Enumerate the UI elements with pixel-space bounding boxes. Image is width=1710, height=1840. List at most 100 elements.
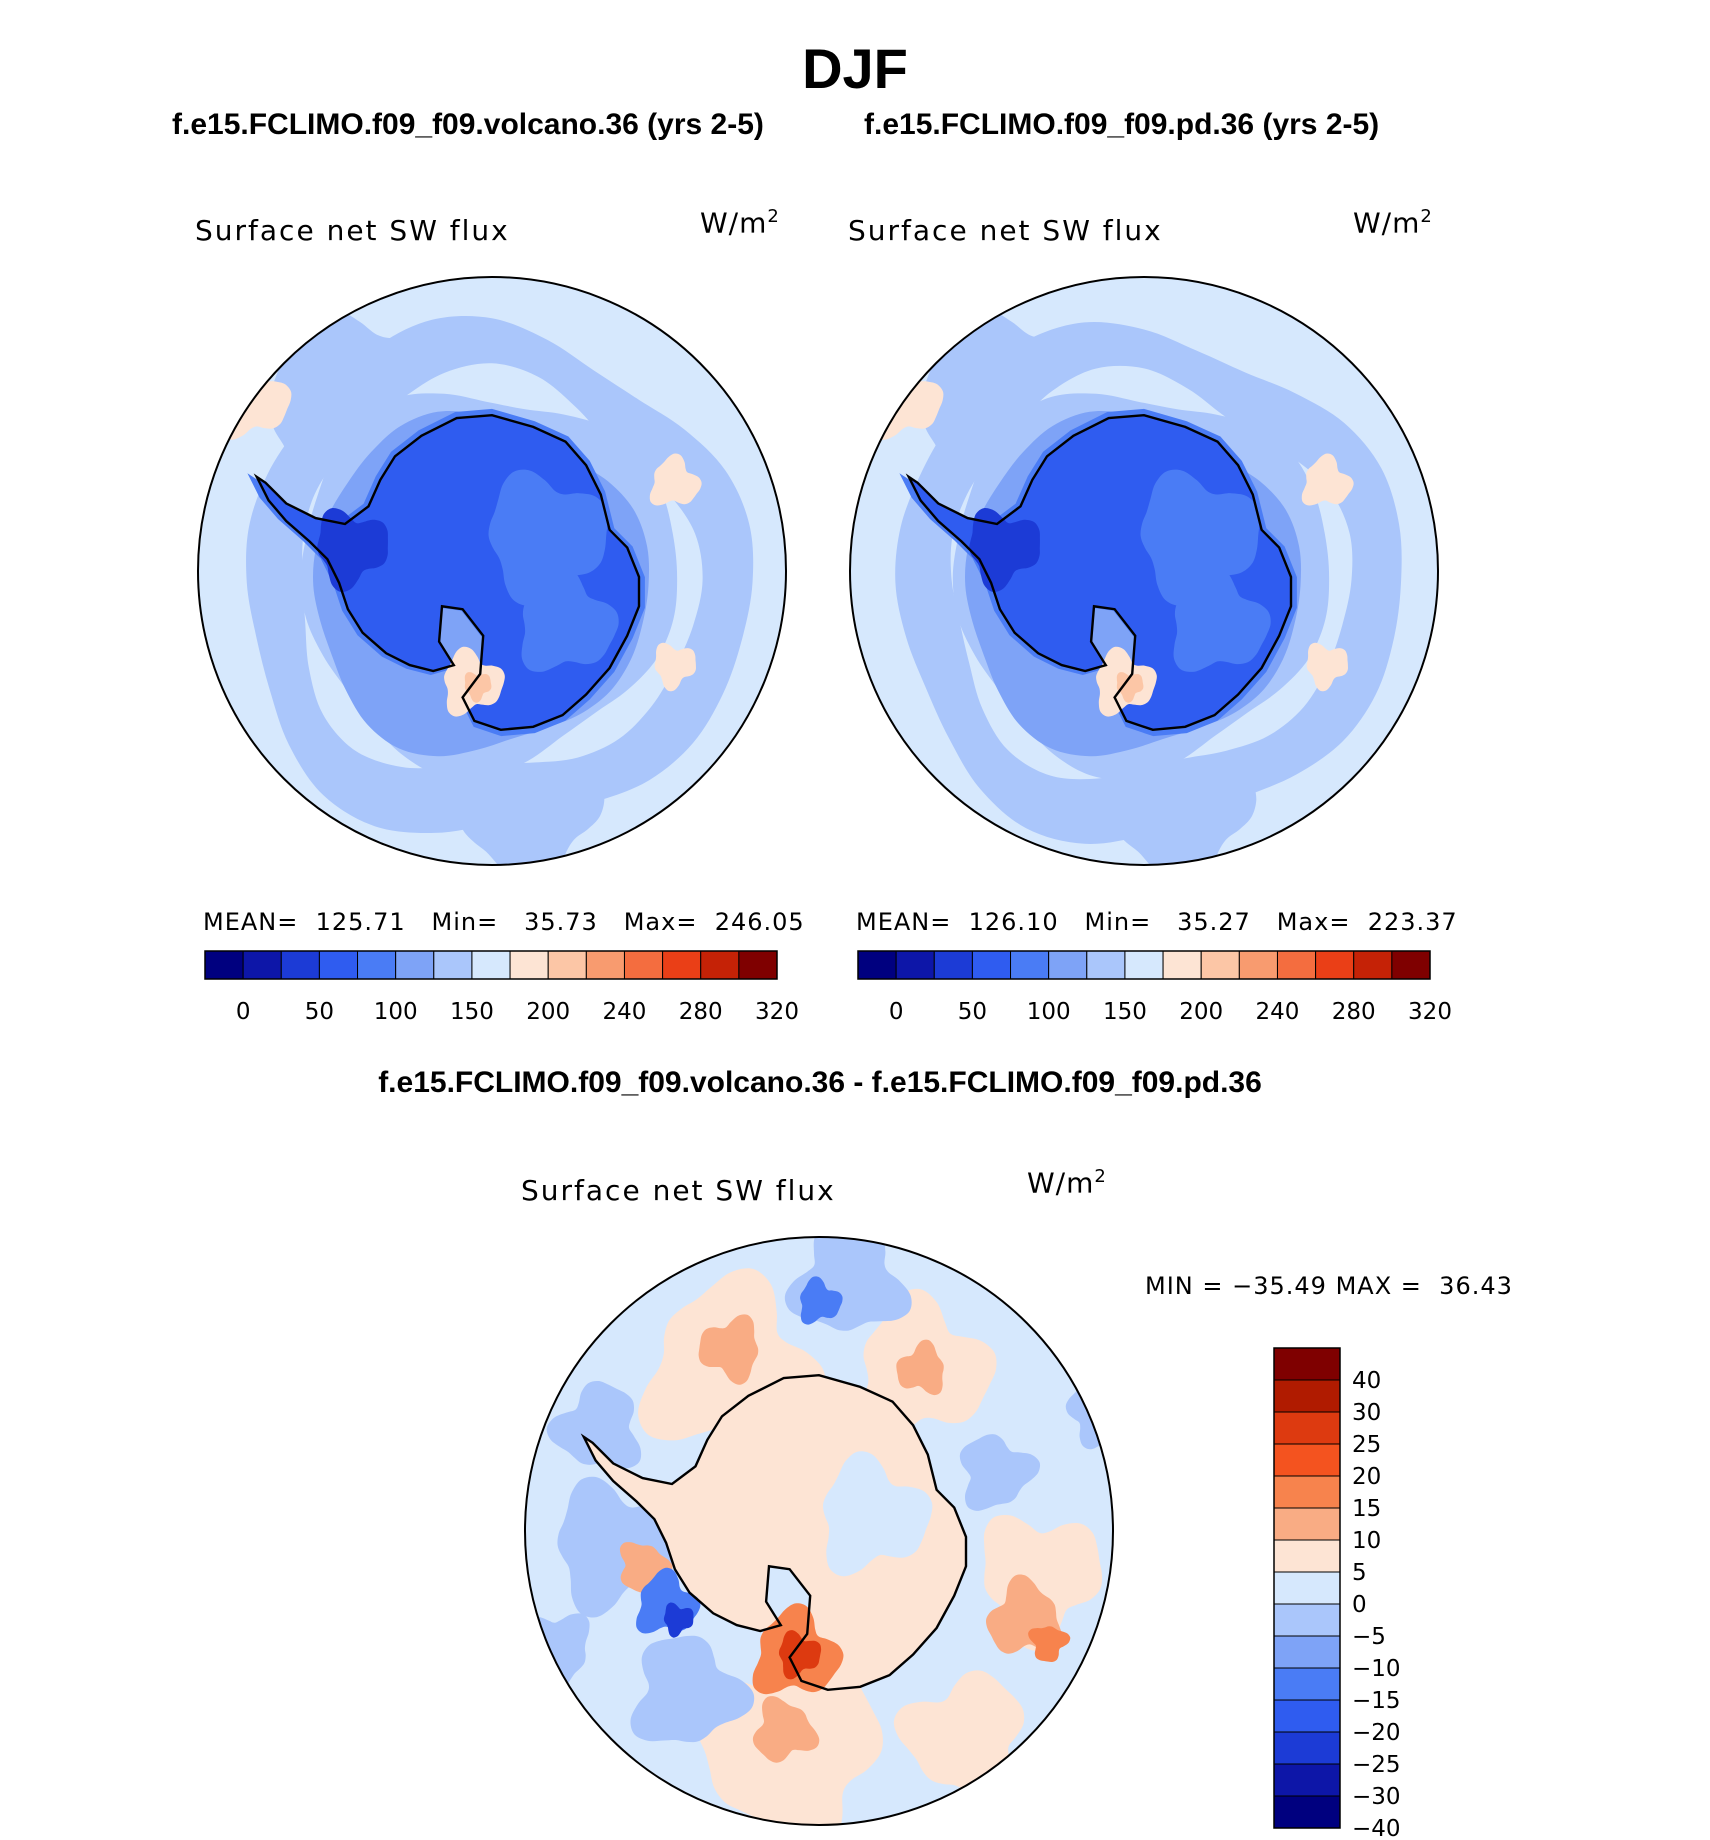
- left-case-title: f.e15.FCLIMO.f09_f09.volcano.36 (yrs 2-5…: [172, 108, 764, 141]
- left-colorbar-box-1: [242, 950, 282, 980]
- left-colorbar-box-12: [662, 950, 702, 980]
- left-dark-west: [317, 507, 388, 593]
- right-colorbar: 0 50 100 150 200 240 280 320: [857, 950, 1452, 1025]
- left-colorbar: 0 50 100 150 200 240 280 320: [204, 950, 799, 1025]
- difference-colorbar-box-7: [1273, 1571, 1341, 1605]
- difference-colorbar-tick-label: −25: [1352, 1752, 1401, 1778]
- right-min-label: Min=: [1084, 908, 1152, 936]
- left-colorbar-tick-label: 200: [526, 999, 570, 1025]
- difference-continent-neutral: [822, 1451, 933, 1577]
- difference-colorbar-tick-label: 25: [1352, 1432, 1381, 1458]
- difference-coastline: [580, 1373, 968, 1692]
- difference-colorbar-tick-label: 15: [1352, 1496, 1381, 1522]
- left-colorbar-box-8: [509, 950, 549, 980]
- left-colorbar-tick-label: 0: [236, 999, 251, 1025]
- difference-colorbar-tick-label: 30: [1352, 1400, 1381, 1426]
- left-mean-value: 125.71: [315, 908, 406, 936]
- right-colorbar-tick-label: 150: [1103, 999, 1147, 1025]
- left-units-label: W/m2: [700, 206, 780, 240]
- right-colorbar-box-0: [857, 950, 897, 980]
- difference-anomaly-patch: [752, 1696, 820, 1763]
- difference-colorbar-box-12: [1273, 1731, 1341, 1765]
- difference-case-title: f.e15.FCLIMO.f09_f09.volcano.36 - f.e15.…: [378, 1066, 1262, 1099]
- difference-colorbar-tick-label: −10: [1352, 1656, 1401, 1682]
- right-min-value: 35.27: [1177, 908, 1251, 936]
- difference-colorbar-box-2: [1273, 1411, 1341, 1445]
- difference-map-field: [524, 1236, 1114, 1826]
- difference-colorbar-box-13: [1273, 1763, 1341, 1797]
- difference-anomaly-patch: [630, 1635, 755, 1743]
- left-max-value: 246.05: [714, 908, 805, 936]
- difference-map-border: [524, 1236, 1114, 1826]
- difference-negative-core: [663, 1602, 694, 1638]
- left-min-value: 35.73: [524, 908, 598, 936]
- difference-colorbar-box-10: [1273, 1667, 1341, 1701]
- left-colorbar-box-10: [585, 950, 625, 980]
- left-colorbar-box-9: [547, 950, 587, 980]
- left-colorbar-frame: [204, 950, 778, 980]
- left-colorbar-box-7: [471, 950, 511, 980]
- page-title: DJF: [802, 37, 908, 100]
- right-map-border: [849, 276, 1439, 866]
- difference-colorbar-box-4: [1273, 1475, 1341, 1509]
- right-variable-label: Surface net SW flux: [848, 214, 1163, 247]
- left-colorbar-tick-label: 280: [679, 999, 723, 1025]
- difference-anomaly-patch: [619, 1542, 673, 1593]
- right-coastline: [905, 413, 1293, 732]
- left-colorbar-tick-label: 320: [755, 999, 799, 1025]
- right-units-label: W/m2: [1353, 206, 1433, 240]
- left-colorbar-box-14: [738, 950, 778, 980]
- right-plateau-b: [1173, 567, 1271, 672]
- difference-colorbar-box-8: [1273, 1603, 1341, 1637]
- right-colorbar-tick-label: 240: [1256, 999, 1300, 1025]
- right-colorbar-box-5: [1048, 950, 1088, 980]
- right-mean-label: MEAN=: [856, 908, 952, 936]
- right-colorbar-tick-label: 0: [889, 999, 904, 1025]
- right-colorbar-frame: [857, 950, 1431, 980]
- left-coastline: [253, 413, 641, 732]
- difference-negative-north: [800, 1276, 843, 1325]
- difference-colorbar-tick-label: 20: [1352, 1464, 1381, 1490]
- left-max-label: Max=: [623, 908, 698, 936]
- left-min-label: Min=: [431, 908, 499, 936]
- difference-colorbar-box-0: [1273, 1347, 1341, 1381]
- right-dark-west: [969, 507, 1040, 593]
- left-variable-label: Surface net SW flux: [195, 214, 510, 247]
- right-colorbar-tick-label: 50: [958, 999, 987, 1025]
- right-plateau-a: [1140, 469, 1260, 606]
- left-colorbar-box-2: [280, 950, 320, 980]
- right-colorbar-box-13: [1353, 950, 1393, 980]
- difference-stats: MIN = −35.49 MAX = 36.43: [1145, 1272, 1513, 1300]
- difference-colorbar-tick-label: −40: [1352, 1816, 1401, 1840]
- right-warm-east: [1301, 453, 1354, 506]
- right-case-title: f.e15.FCLIMO.f09_f09.pd.36 (yrs 2-5): [864, 108, 1380, 141]
- right-stats: MEAN= 126.10 Min= 35.27 Max= 223.37: [856, 908, 1458, 936]
- right-max-label: Max=: [1276, 908, 1351, 936]
- right-colorbar-box-14: [1391, 950, 1431, 980]
- right-max-value: 223.37: [1367, 908, 1458, 936]
- left-colorbar-tick-label: 240: [603, 999, 647, 1025]
- left-colorbar-box-11: [623, 950, 664, 980]
- left-colorbar-tick-label: 150: [450, 999, 494, 1025]
- left-warm-east: [649, 453, 702, 506]
- left-mean-label: MEAN=: [203, 908, 299, 936]
- difference-anomaly-patch: [546, 1380, 642, 1469]
- right-map-field: [849, 276, 1439, 866]
- difference-anomaly-patch: [959, 1434, 1041, 1511]
- difference-anomaly-patch: [896, 1339, 944, 1396]
- difference-colorbar-tick-label: 10: [1352, 1528, 1381, 1554]
- left-map-border: [197, 276, 787, 866]
- right-colorbar-box-7: [1124, 950, 1164, 980]
- left-colorbar-tick-label: 50: [305, 999, 334, 1025]
- right-colorbar-box-2: [933, 950, 973, 980]
- difference-colorbar-tick-label: −5: [1352, 1624, 1386, 1650]
- right-colorbar-box-11: [1276, 950, 1317, 980]
- difference-colorbar: 40 30 25 20 15 10 5 0 −5 −10 −15 −20 −25 −30 −40: [1273, 1347, 1401, 1840]
- right-colorbar-box-9: [1200, 950, 1240, 980]
- left-colorbar-box-6: [433, 950, 473, 980]
- difference-colorbar-box-5: [1273, 1507, 1341, 1541]
- difference-colorbar-box-14: [1273, 1795, 1341, 1829]
- right-colorbar-tick-label: 200: [1179, 999, 1223, 1025]
- right-colorbar-box-4: [1010, 950, 1050, 980]
